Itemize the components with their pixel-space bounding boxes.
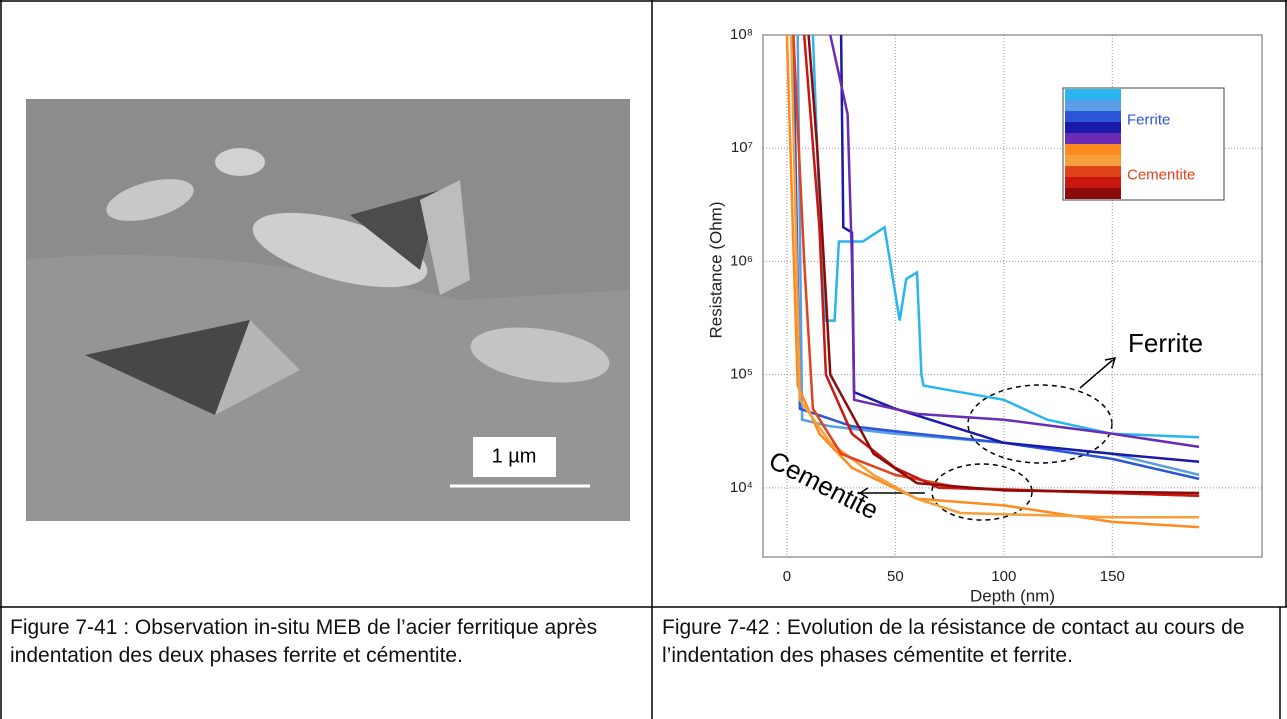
legend-swatch xyxy=(1065,166,1121,177)
series-line xyxy=(811,35,1200,439)
annotation: Cementite xyxy=(764,445,883,526)
y-tick-label: 10⁴ xyxy=(730,479,753,496)
legend-swatch xyxy=(1065,144,1121,155)
y-axis-label: Resistance (Ohm) xyxy=(706,202,725,339)
x-tick-label: 0 xyxy=(783,568,791,585)
legend-swatch xyxy=(1065,133,1121,144)
series-line xyxy=(785,35,1200,529)
y-tick-label: 10⁸ xyxy=(730,26,753,43)
sem-image: 1 µm xyxy=(26,99,630,521)
x-tick-label: 150 xyxy=(1100,568,1125,585)
series-line xyxy=(829,35,1200,449)
legend-label: Ferrite xyxy=(1127,111,1170,128)
legend-swatch xyxy=(1065,100,1121,111)
plot-frame xyxy=(762,34,1263,558)
annotation: Ferrite xyxy=(1128,328,1203,358)
series-line xyxy=(789,35,1200,519)
y-tick-label: 10⁵ xyxy=(730,366,753,383)
x-tick-label: 50 xyxy=(887,568,904,585)
legend-swatch xyxy=(1065,111,1121,122)
y-tick-label: 10⁶ xyxy=(730,252,753,269)
y-tick-label: 10⁷ xyxy=(731,139,753,156)
series-line xyxy=(839,35,1200,464)
caption: Figure 7-42 : Evolution de la résistance… xyxy=(662,616,1245,667)
x-axis-label: Depth (nm) xyxy=(970,586,1055,605)
x-tick-label: 100 xyxy=(991,568,1016,585)
scale-bar-label: 1 µm xyxy=(492,445,537,467)
series-line xyxy=(807,35,1200,495)
series-line xyxy=(792,35,1200,481)
legend-swatch xyxy=(1065,177,1121,188)
legend-swatch xyxy=(1065,188,1121,199)
legend-swatch xyxy=(1065,89,1121,100)
legend-swatch xyxy=(1065,155,1121,166)
annotation-shapes xyxy=(858,357,1117,521)
legend-label: Cementite xyxy=(1127,166,1195,183)
caption: Figure 7-41 : Observation in-situ MEB de… xyxy=(10,616,598,667)
legend-swatch xyxy=(1065,122,1121,133)
